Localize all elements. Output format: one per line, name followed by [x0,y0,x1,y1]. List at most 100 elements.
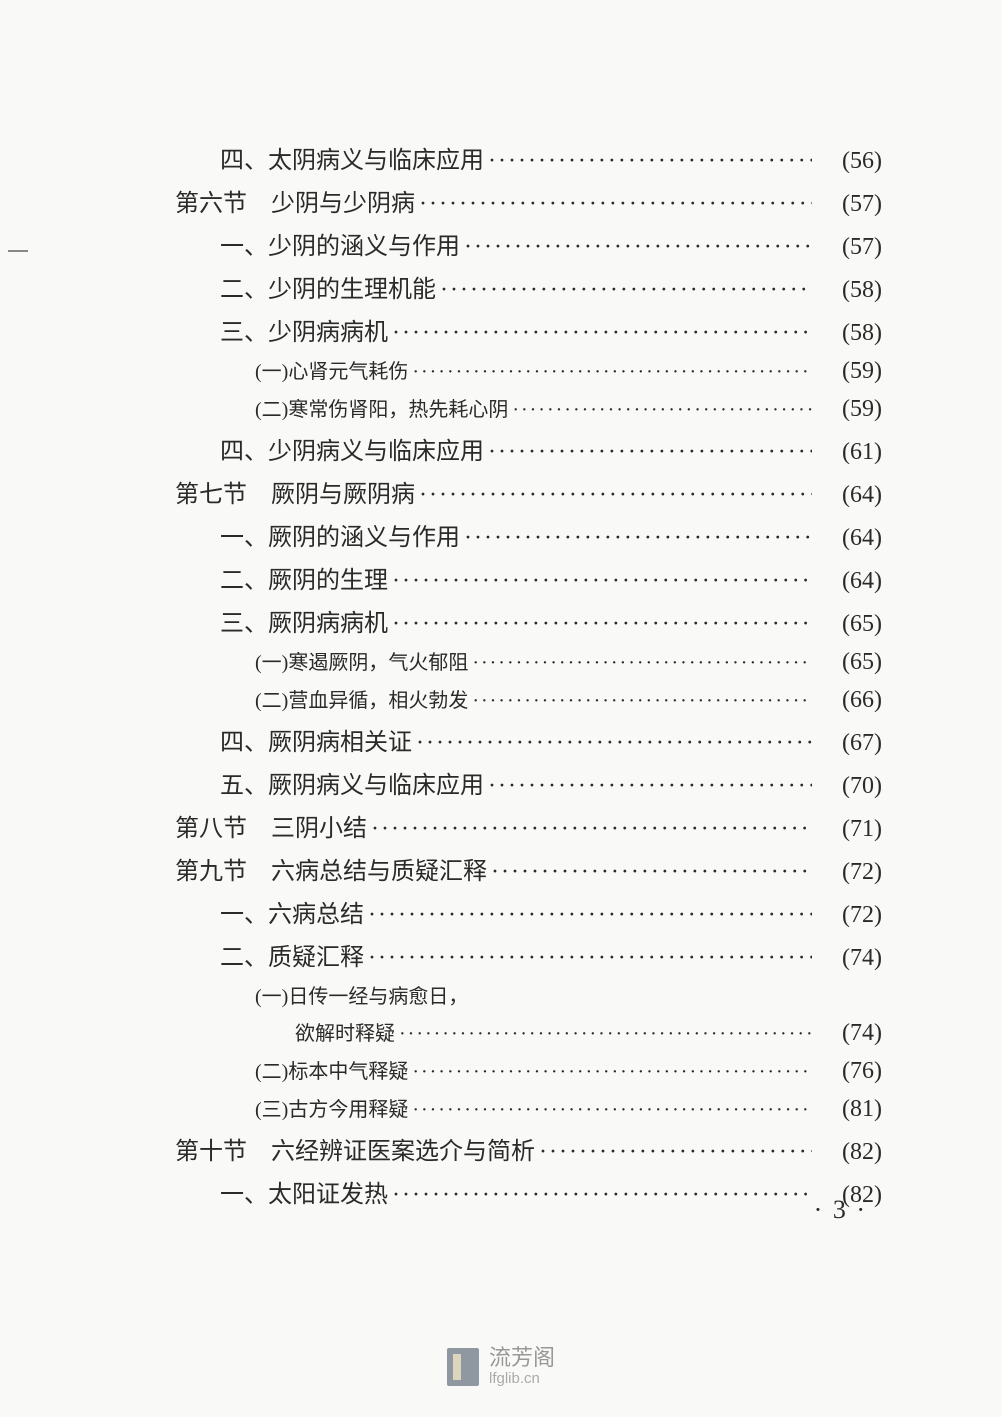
toc-leader: ········································… [408,1099,812,1122]
toc-leader: ········································… [460,234,812,261]
watermark-en: lfglib.cn [489,1371,555,1388]
toc-label: 第十节 六经辨证医案选介与简析 [175,1131,535,1166]
toc-row: 三、厥阴病病机·································… [175,603,882,638]
toc-row: 欲解时释疑···································… [175,1017,882,1047]
toc-leader: ········································… [468,690,812,713]
toc-row: 第八节 三阴小结································… [175,808,882,843]
toc-row: 一、少阴的涵义与作用······························… [175,226,882,261]
table-of-contents: 四、太阴病义与临床应用·····························… [175,140,882,1209]
toc-label: 二、质疑汇释 [220,937,364,972]
toc-row: 一、厥阴的涵义与作用······························… [175,517,882,552]
toc-page: (58) [812,277,882,304]
toc-page: (64) [812,568,882,595]
toc-label: (二)标本中气释疑 [255,1055,408,1084]
toc-label: (一)寒遏厥阴，气火郁阻 [255,646,468,675]
toc-label: 四、少阴病义与临床应用 [220,431,484,466]
toc-page: (74) [812,1020,882,1047]
toc-row: (二)营血异循，相火勃发····························… [175,684,882,714]
toc-page: (64) [812,525,882,552]
toc-leader: ········································… [484,439,812,466]
toc-page: (59) [812,396,882,423]
toc-page: (65) [812,611,882,638]
toc-page: (67) [812,730,882,757]
toc-leader: ········································… [487,859,812,886]
toc-leader: ········································… [436,277,812,304]
toc-leader: ········································… [508,399,812,422]
toc-label: 一、厥阴的涵义与作用 [220,517,460,552]
toc-page: (57) [812,234,882,261]
toc-page: (65) [812,649,882,676]
toc-label: 四、太阴病义与临床应用 [220,140,484,175]
toc-page: (66) [812,687,882,714]
toc-page: (71) [812,816,882,843]
toc-label: 三、厥阴病病机 [220,603,388,638]
toc-leader: ········································… [484,148,812,175]
toc-leader: ········································… [388,568,812,595]
toc-row: 五、厥阴病义与临床应用·····························… [175,765,882,800]
toc-label: 二、少阴的生理机能 [220,269,436,304]
toc-leader: ········································… [388,1182,812,1209]
toc-page: (57) [812,191,882,218]
toc-row: 一、太阳证发热·································… [175,1174,882,1209]
toc-leader: ········································… [408,361,812,384]
toc-leader: ········································… [412,730,812,757]
toc-page: (74) [812,945,882,972]
toc-row: (一)日传一经与病愈日， [175,980,882,1009]
toc-label: 第七节 厥阴与厥阴病 [175,474,415,509]
toc-leader: ········································… [408,1061,812,1084]
toc-row: (二)寒常伤肾阳，热先耗心阴··························… [175,393,882,423]
toc-row: 一、六病总结··································… [175,894,882,929]
page-number-footer: · 3 · [814,1195,867,1225]
watermark: 流芳阁 lfglib.cn [447,1346,555,1387]
toc-page: (58) [812,320,882,347]
toc-leader: ········································… [415,482,812,509]
toc-label: 第六节 少阴与少阴病 [175,183,415,218]
toc-row: (二)标本中气释疑·······························… [175,1055,882,1085]
watermark-cn: 流芳阁 [489,1346,555,1370]
toc-page: (61) [812,439,882,466]
toc-row: 二、质疑汇释··································… [175,937,882,972]
toc-page: (72) [812,859,882,886]
toc-label: 四、厥阴病相关证 [220,722,412,757]
toc-page: (72) [812,902,882,929]
toc-label: 第八节 三阴小结 [175,808,367,843]
toc-leader: ········································… [388,320,812,347]
toc-label: 一、少阴的涵义与作用 [220,226,460,261]
toc-page: (56) [812,148,882,175]
toc-label: 第九节 六病总结与质疑汇释 [175,851,487,886]
toc-label: 五、厥阴病义与临床应用 [220,765,484,800]
toc-label: (二)营血异循，相火勃发 [255,684,468,713]
toc-row: 第九节 六病总结与质疑汇释···························… [175,851,882,886]
toc-page: (70) [812,773,882,800]
toc-row: 第六节 少阴与少阴病······························… [175,183,882,218]
toc-leader: ········································… [388,611,812,638]
toc-row: (三)古方今用释疑·······························… [175,1093,882,1123]
toc-label: 一、六病总结 [220,894,364,929]
page: 四、太阴病义与临床应用·····························… [0,0,1002,1417]
toc-row: 二、厥阴的生理·································… [175,560,882,595]
toc-row: 四、厥阴病相关证································… [175,722,882,757]
toc-row: 三、少阴病病机·································… [175,312,882,347]
toc-row: 四、少阴病义与临床应用·····························… [175,431,882,466]
book-icon [447,1348,479,1386]
toc-label: 一、太阳证发热 [220,1174,388,1209]
toc-page: (81) [812,1096,882,1123]
toc-leader: ········································… [460,525,812,552]
toc-label: 二、厥阴的生理 [220,560,388,595]
toc-label: (三)古方今用释疑 [255,1093,408,1122]
toc-row: 第十节 六经辨证医案选介与简析·························… [175,1131,882,1166]
toc-leader: ········································… [364,902,812,929]
toc-leader: ········································… [367,816,812,843]
toc-page: (76) [812,1058,882,1085]
toc-leader: ········································… [468,652,812,675]
toc-page: (82) [812,1139,882,1166]
toc-row: 二、少阴的生理机能·······························… [175,269,882,304]
toc-page: (59) [812,358,882,385]
watermark-text: 流芳阁 lfglib.cn [489,1346,555,1387]
toc-label: (二)寒常伤肾阳，热先耗心阴 [255,393,508,422]
toc-page: (64) [812,482,882,509]
toc-label: 欲解时释疑 [255,1017,395,1046]
toc-row: 四、太阴病义与临床应用·····························… [175,140,882,175]
scan-mark [8,250,28,252]
toc-label: 三、少阴病病机 [220,312,388,347]
